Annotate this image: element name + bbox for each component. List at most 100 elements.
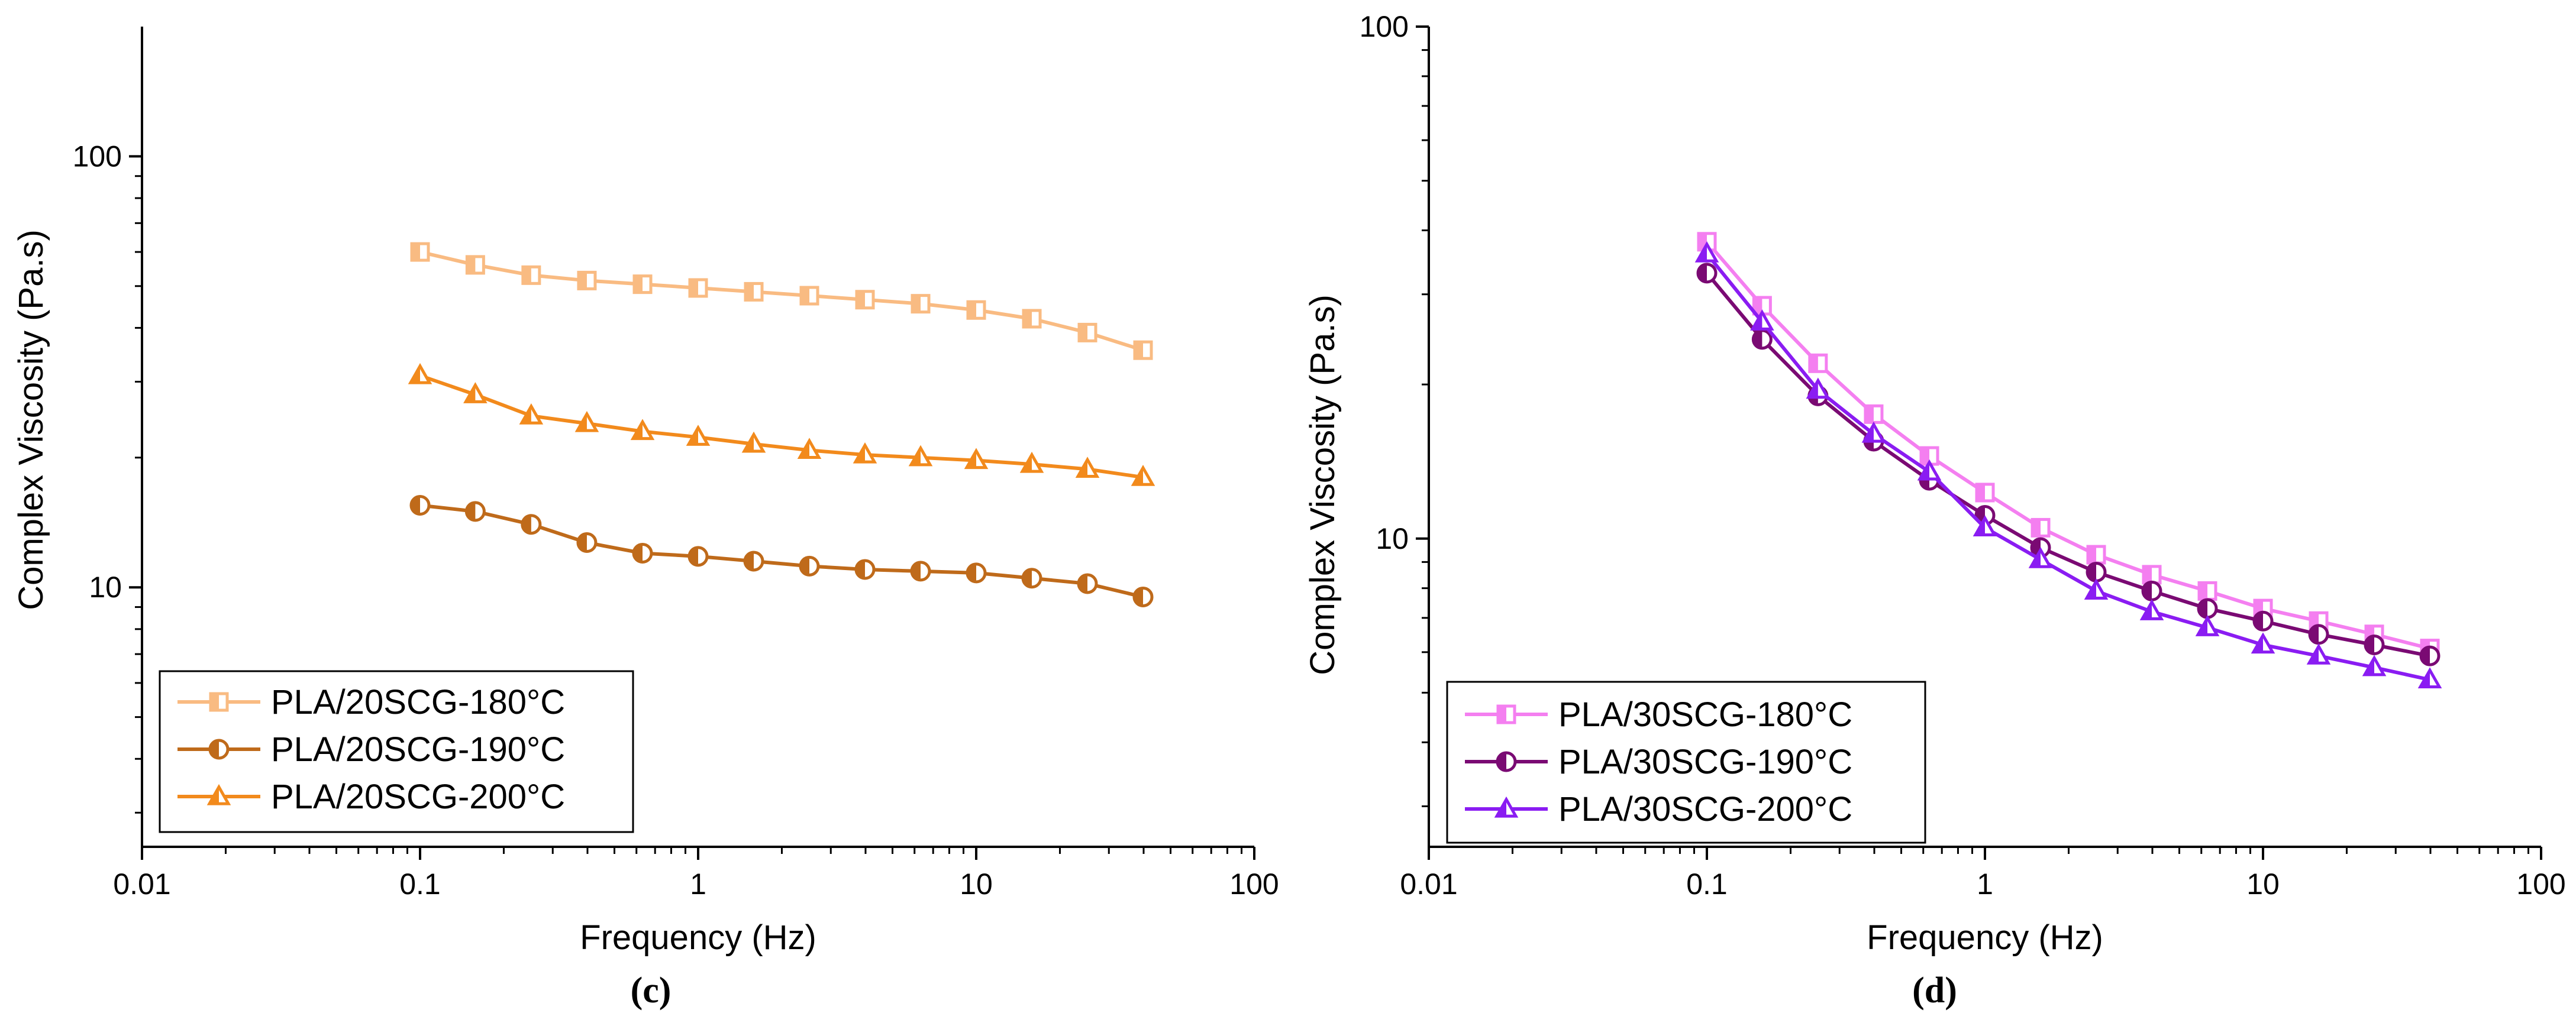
x-axis-title-c: Frequency (Hz) <box>580 918 816 957</box>
y-tick-label: 10 <box>89 571 122 604</box>
data-point <box>2028 547 2053 568</box>
data-point <box>2086 561 2107 582</box>
x-tick-label: 1 <box>1977 868 1993 901</box>
data-point <box>911 294 931 314</box>
data-point <box>2251 632 2275 654</box>
data-point <box>2197 598 2218 619</box>
x-tick-label: 10 <box>2246 868 2280 901</box>
legend-label: PLA/20SCG-200°C <box>271 778 565 816</box>
y-axis-title-c: Complex Viscosity (Pa.s) <box>12 229 50 610</box>
legend-label: PLA/30SCG-190°C <box>1558 743 1852 781</box>
data-point <box>1694 241 1719 263</box>
data-point <box>910 561 931 582</box>
data-point <box>908 445 933 467</box>
legend-marker <box>1496 704 1516 724</box>
data-point <box>463 382 488 403</box>
data-point <box>966 562 987 584</box>
data-point <box>1973 515 1997 536</box>
y-tick-label: 100 <box>73 140 122 173</box>
data-point <box>2141 580 2162 601</box>
legend-label: PLA/20SCG-190°C <box>271 730 565 769</box>
data-point <box>686 425 711 446</box>
legend: PLA/30SCG-180°C PLA/30SCG-190°C PLA/30SCG-… <box>1446 681 1926 844</box>
data-point <box>632 543 653 564</box>
data-point <box>1808 353 1828 373</box>
data-point <box>2142 565 2162 585</box>
data-point <box>410 242 430 262</box>
data-point <box>744 281 764 302</box>
data-point <box>1751 329 1773 350</box>
data-point <box>577 270 597 290</box>
x-tick-label: 0.1 <box>1686 868 1728 901</box>
data-point <box>2195 615 2220 636</box>
data-point <box>1750 309 1774 331</box>
x-tick-label: 10 <box>960 868 993 901</box>
data-point <box>743 551 764 572</box>
data-point <box>855 290 875 310</box>
data-point <box>1975 483 1995 503</box>
x-axis-title-d: Frequency (Hz) <box>1867 918 2103 957</box>
data-point <box>1019 451 1044 473</box>
data-point <box>632 274 653 294</box>
y-tick-label: 10 <box>1376 522 1409 555</box>
data-point <box>1021 568 1042 589</box>
legend: PLA/20SCG-180°C PLA/20SCG-190°C PLA/20SCG-… <box>159 670 634 833</box>
data-point <box>2086 545 2106 565</box>
data-point <box>574 410 599 432</box>
data-point <box>2197 581 2217 601</box>
legend-marker <box>206 784 231 805</box>
data-point <box>1133 340 1153 360</box>
data-point <box>799 286 819 306</box>
x-tick-label: 1 <box>690 868 706 901</box>
panel-label-c: (c) <box>631 970 672 1011</box>
data-point <box>521 265 541 285</box>
data-point <box>576 532 598 554</box>
legend-marker <box>1496 751 1517 772</box>
data-point <box>465 255 485 275</box>
chart-panel-d: Complex Viscosity (Pa.s) Frequency (Hz) … <box>1303 10 2566 1011</box>
x-tick-label: 0.1 <box>399 868 441 901</box>
data-point <box>408 363 432 384</box>
data-point <box>966 300 986 320</box>
data-point <box>1917 459 1942 481</box>
chart-panel-c: Complex Viscosity (Pa.s) Frequency (Hz) … <box>12 27 1279 1011</box>
data-point <box>1075 457 1100 478</box>
data-point <box>799 555 820 577</box>
data-point <box>688 278 708 298</box>
data-point <box>2084 578 2109 600</box>
data-point <box>1077 322 1097 342</box>
legend-label: PLA/30SCG-200°C <box>1558 790 1852 828</box>
data-point <box>741 431 766 453</box>
data-point <box>1696 263 1718 284</box>
panel-label-d: (d) <box>1912 970 1957 1011</box>
x-tick-label: 0.01 <box>1400 868 1457 901</box>
data-point <box>464 501 486 522</box>
plot-area-c: 0.01 0.1 1 10 10010100PLA/20SCG-180°CPLA/20S… <box>73 27 1279 901</box>
data-point <box>2308 624 2329 645</box>
data-point <box>1861 421 1886 443</box>
data-point <box>1131 465 1155 486</box>
legend-marker <box>1494 796 1519 818</box>
data-point <box>853 442 877 464</box>
x-tick-label: 100 <box>2516 868 2565 901</box>
data-point <box>1022 309 1042 329</box>
legend-marker <box>209 692 229 712</box>
data-point <box>1132 586 1154 607</box>
data-point <box>1806 377 1831 399</box>
data-point <box>1077 573 1098 594</box>
data-point <box>2417 667 2442 689</box>
series-line-3 <box>419 374 1144 480</box>
data-point <box>2419 645 2441 666</box>
legend-box <box>159 670 634 833</box>
plot-area-d: 0.01 0.1 1 10 10010100PLA/30SCG-180°CPLA/30S… <box>1360 10 2566 901</box>
data-point <box>409 494 431 516</box>
x-tick-label: 100 <box>1229 868 1279 901</box>
data-point <box>630 419 655 441</box>
data-point <box>2139 599 2164 620</box>
x-tick-label: 0.01 <box>113 868 170 901</box>
data-point <box>2306 643 2331 665</box>
data-point <box>521 514 542 535</box>
legend-label: PLA/20SCG-180°C <box>271 683 565 721</box>
y-axis-title-d: Complex Viscosity (Pa.s) <box>1303 294 1342 675</box>
data-point <box>964 448 989 470</box>
